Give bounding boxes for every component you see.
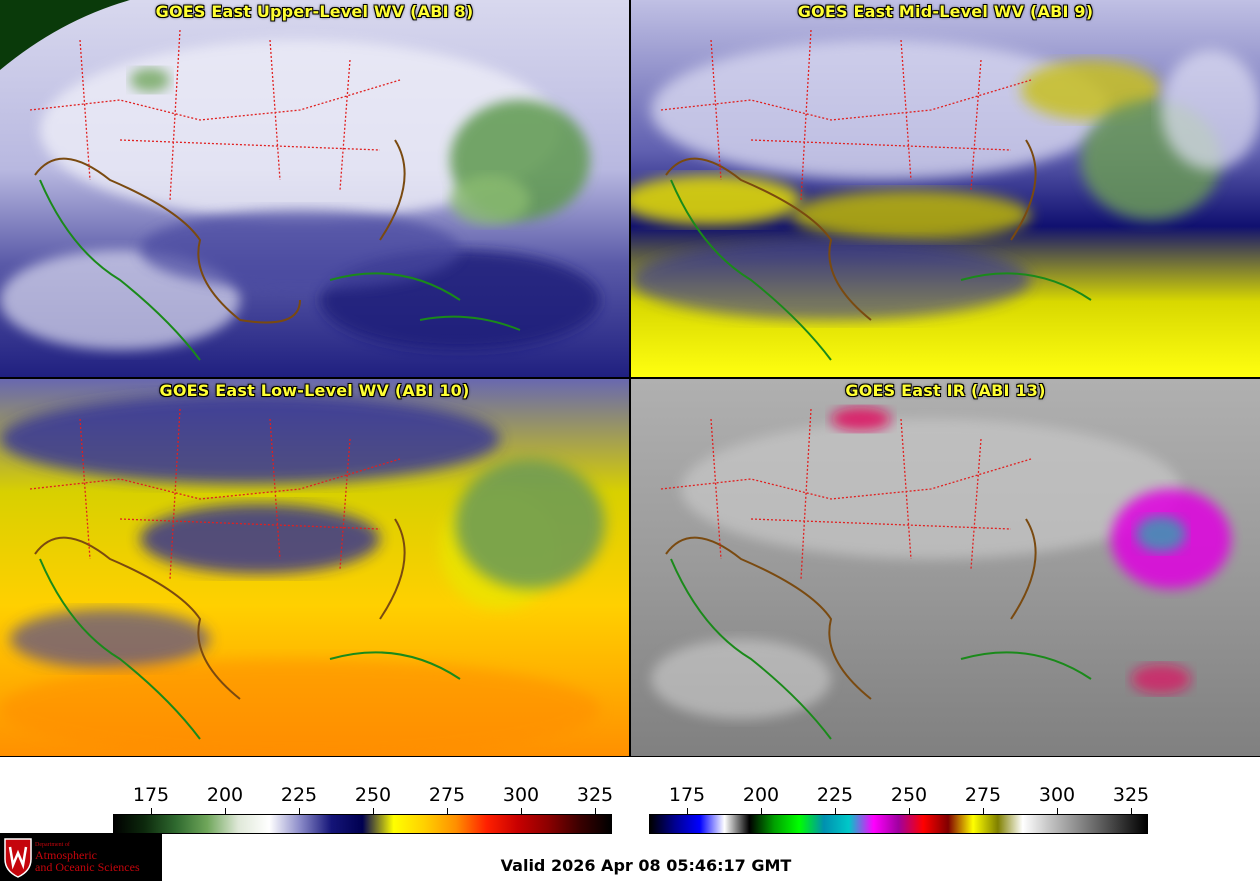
wv-tick-label: 300 <box>502 784 540 806</box>
wv-tick-label: 250 <box>354 784 392 806</box>
logo-line1-text: Atmospheric <box>35 848 97 862</box>
ir-colorbar-ticks: 175 200 225 250 275 300 325 <box>649 784 1150 814</box>
ir-tick-label: 275 <box>964 784 1002 806</box>
panel-title: GOES East Upper-Level WV (ABI 8) <box>155 2 474 21</box>
wv-tick-label: 275 <box>428 784 466 806</box>
panel-mid-level-wv: GOES East Mid-Level WV (ABI 9) <box>631 0 1260 377</box>
image-bottom-border <box>0 756 1260 757</box>
ir-tick-label: 325 <box>1112 784 1150 806</box>
valid-time: Valid 2026 Apr 08 05:46:17 GMT <box>500 856 792 875</box>
ir-tick-label: 200 <box>742 784 780 806</box>
ir-tick-label: 225 <box>816 784 854 806</box>
panel-ir: GOES East IR (ABI 13) <box>631 379 1260 756</box>
ir-tick-label: 300 <box>1038 784 1076 806</box>
wv-tick-label: 325 <box>576 784 614 806</box>
satellite-image-mid-level-wv <box>631 0 1260 377</box>
wv-colorbar-ticks: 175 200 225 250 275 300 325 <box>113 784 614 814</box>
ir-tick-label: 175 <box>668 784 706 806</box>
wv-tick-label: 200 <box>206 784 244 806</box>
wv-colorbar <box>113 814 612 834</box>
panel-upper-level-wv: GOES East Upper-Level WV (ABI 8) <box>0 0 629 377</box>
uw-aos-logo: Department of Atmospheric and Oceanic Sc… <box>0 833 162 881</box>
ir-colorbar <box>649 814 1148 834</box>
logo-dept-text: Department of <box>35 842 70 848</box>
ir-tick-label: 250 <box>890 784 928 806</box>
wv-tick-label: 175 <box>132 784 170 806</box>
panel-divider-horizontal <box>0 377 1260 379</box>
satellite-image-low-level-wv <box>0 379 629 756</box>
panel-low-level-wv: GOES East Low-Level WV (ABI 10) <box>0 379 629 756</box>
uw-crest-icon <box>4 838 32 878</box>
logo-line2-text: and Oceanic Sciences <box>35 860 140 874</box>
satellite-image-upper-level-wv <box>0 0 629 377</box>
satellite-image-ir <box>631 379 1260 756</box>
panel-title: GOES East IR (ABI 13) <box>845 381 1046 400</box>
panel-title: GOES East Low-Level WV (ABI 10) <box>159 381 470 400</box>
panel-title: GOES East Mid-Level WV (ABI 9) <box>797 2 1094 21</box>
wv-tick-label: 225 <box>280 784 318 806</box>
